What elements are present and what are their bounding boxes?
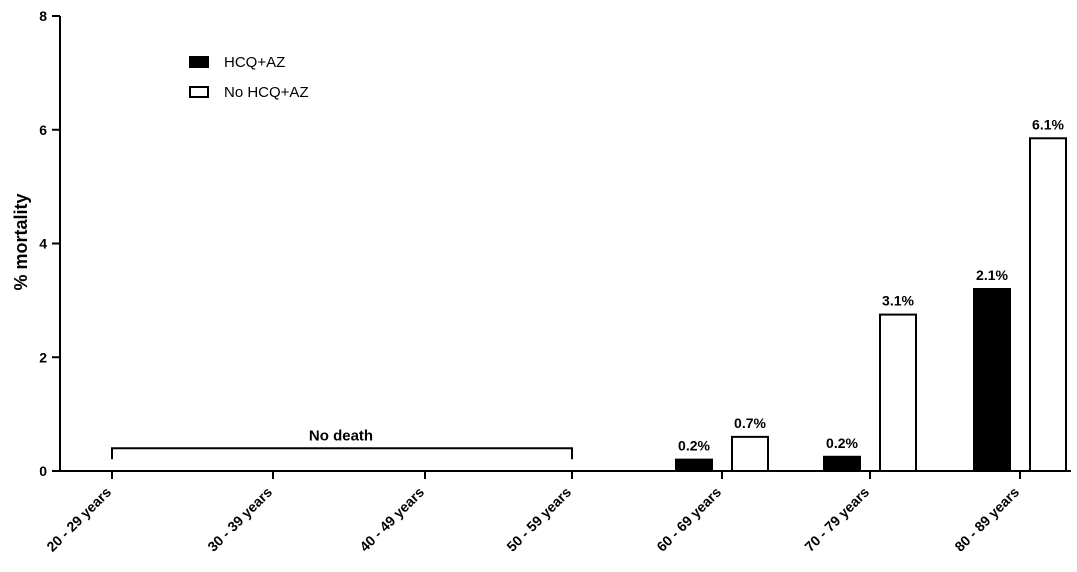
x-axis: 20 - 29 years 30 - 39 years 40 - 49 years 5… — [43, 470, 1071, 555]
y-tick-label: 0 — [39, 463, 47, 479]
bar-no-hcq-az — [879, 313, 917, 472]
legend-label: No HCQ+AZ — [224, 84, 309, 101]
legend-label: HCQ+AZ — [224, 54, 285, 71]
bar-hcq-az — [823, 455, 861, 472]
bar-data-label: 2.1% — [976, 267, 1008, 283]
bar-hcq-az — [973, 288, 1011, 472]
bar-data-label: 6.1% — [1032, 116, 1064, 132]
legend-swatch-hcq-az — [189, 56, 209, 68]
data-labels: 0.2% 0.2% 2.1% 0.7% 3.1% 6.1% — [678, 116, 1064, 453]
x-tick-label: 50 - 59 years — [503, 484, 574, 555]
bar-data-label: 0.7% — [734, 415, 766, 431]
bar-no-hcq-az — [731, 435, 769, 472]
no-death-label: No death — [309, 427, 373, 444]
x-tick-label: 40 - 49 years — [356, 484, 427, 555]
x-tick-label: 60 - 69 years — [653, 484, 724, 555]
bar-data-label: 3.1% — [882, 293, 914, 309]
y-tick-label: 6 — [39, 122, 47, 138]
y-axis-title: % mortality — [11, 193, 31, 290]
x-tick-label: 80 - 89 years — [951, 484, 1022, 555]
y-tick-label: 8 — [39, 8, 47, 24]
bar-no-hcq-az — [1029, 137, 1067, 472]
x-tick-label: 70 - 79 years — [801, 484, 872, 555]
bars — [675, 137, 1067, 472]
bar-data-label: 0.2% — [826, 435, 858, 451]
no-death-annotation: No death — [111, 427, 573, 460]
legend-swatch-no-hcq-az — [189, 86, 209, 98]
y-tick-label: 4 — [39, 236, 47, 252]
no-death-bracket — [111, 447, 573, 460]
bar-data-label: 0.2% — [678, 438, 710, 454]
x-tick-label: 30 - 39 years — [204, 484, 275, 555]
y-axis: 0 2 4 6 8 — [39, 8, 61, 479]
legend: HCQ+AZ No HCQ+AZ — [189, 54, 309, 101]
y-tick-label: 2 — [39, 349, 47, 365]
x-tick-label: 20 - 29 years — [43, 484, 114, 555]
bar-hcq-az — [675, 458, 713, 472]
